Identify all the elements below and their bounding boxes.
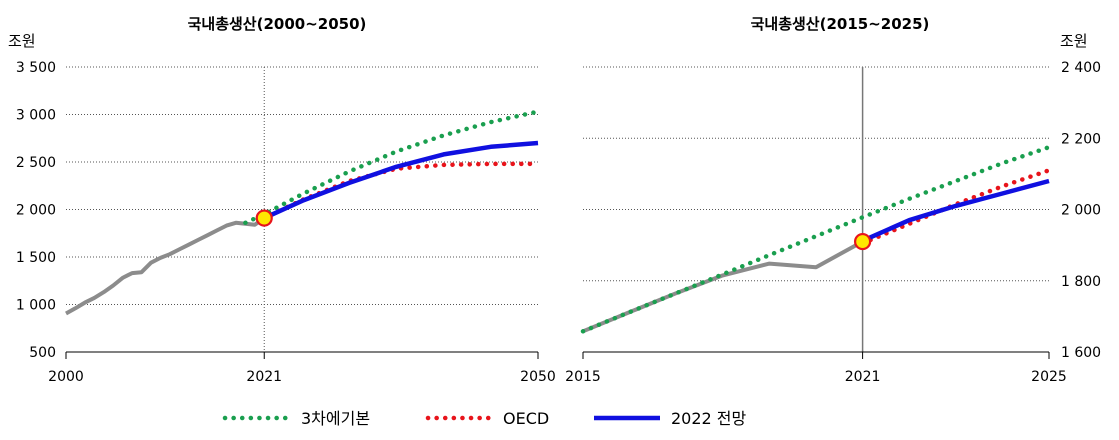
highlight-marker (853, 232, 872, 251)
y-tick-label: 2 000 (1061, 203, 1101, 219)
legend-item-oecd: OECD (425, 409, 549, 428)
series-line (861, 178, 1050, 243)
y-tick-label: 1 000 (16, 298, 56, 314)
y-tick-label: 2 200 (1061, 131, 1101, 147)
series-line (580, 144, 1052, 334)
legend-label-3: 3차에기본 (301, 409, 370, 428)
y-tick-label: 2 000 (16, 203, 56, 219)
right-chart: 1 600 1 800 2 000 2 200 2 400 2015 2021 2025 (565, 60, 1101, 385)
x-tick-label: 2000 (48, 369, 84, 385)
x-tick-label: 2021 (845, 369, 881, 385)
left-chart: 500 1 000 1 500 2 000 2 500 3 000 3 500 2000 202… (16, 60, 556, 385)
x-tick-label: 2021 (246, 369, 282, 385)
series-line (243, 109, 541, 226)
series-line (65, 216, 266, 316)
right-y-unit: 조원 (1060, 32, 1088, 50)
y-tick-label: 1 600 (1061, 345, 1101, 361)
x-tick-label: 2025 (1031, 369, 1067, 385)
series-line (582, 239, 864, 334)
highlight-marker (255, 209, 273, 227)
y-tick-label: 500 (29, 345, 56, 361)
left-y-unit: 조원 (8, 32, 36, 50)
legend: 3차에기본 OECD 2022 전망 (222, 409, 747, 428)
x-tick-label: 2015 (565, 369, 601, 385)
legend-item-2022: 2022 전망 (594, 409, 747, 428)
y-tick-label: 2 500 (16, 155, 56, 171)
left-chart-title: 국내총생산(2000~2050) (188, 15, 367, 33)
y-tick-label: 3 500 (16, 60, 56, 76)
y-tick-label: 1 800 (1061, 274, 1101, 290)
legend-label-2022: 2022 전망 (671, 409, 747, 428)
x-tick-label: 2050 (520, 369, 556, 385)
right-chart-title: 국내총생산(2015~2025) (751, 15, 930, 33)
y-tick-label: 2 400 (1061, 60, 1101, 76)
series-line (263, 140, 539, 221)
legend-label-oecd: OECD (503, 409, 549, 428)
legend-item-3: 3차에기본 (222, 409, 370, 428)
y-tick-label: 1 500 (16, 250, 56, 266)
y-tick-label: 3 000 (16, 108, 56, 124)
